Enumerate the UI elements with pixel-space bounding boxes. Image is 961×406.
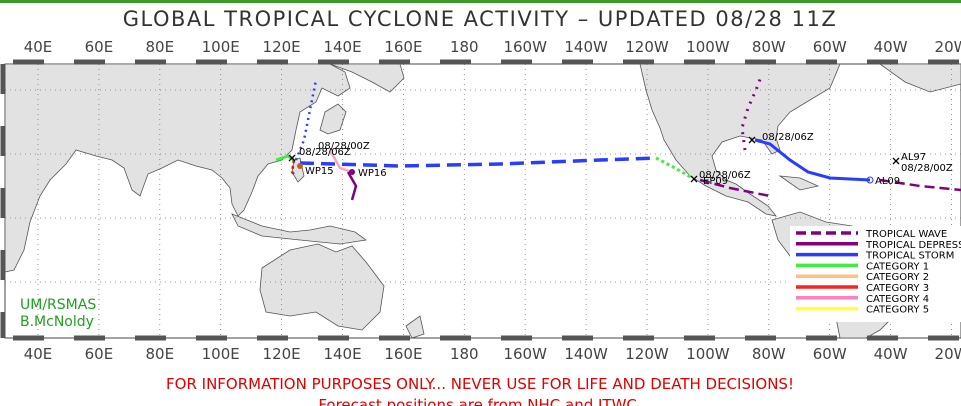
lon-label: 100W [686,345,730,363]
lon-label: 80W [752,38,786,56]
lon-label: 80E [146,345,175,363]
legend-label: CATEGORY 5 [866,305,929,316]
lon-label: 120W [625,38,669,56]
caribbean [778,175,820,191]
credit: UM/RSMAS [20,297,96,313]
north-america [639,63,841,217]
lon-label: 140W [564,345,608,363]
storm-label: WP16 [358,168,387,179]
japan [319,103,347,135]
legend-label: CATEGORY 3 [866,283,929,294]
legend-label: TROPICAL DEPRESSION [865,240,961,251]
australia [259,243,385,331]
legend-label: TROPICAL WAVE [865,229,947,240]
credit: B.McNoldy [20,314,94,330]
longitude-labels: 40E 40E 60E 60E 80E 80E 100E 100E 120E 120E 140E 14… [24,38,961,363]
lon-label: 80E [146,38,175,56]
tracks [275,73,961,201]
storm-label: AL97 [901,152,926,163]
grid [5,64,961,338]
map-area: WP15 WP16 EP09 AL09 AL97 08/28/06Z 08/28… [4,63,961,339]
lon-label: 120E [263,345,301,363]
disclaimer: FOR INFORMATION PURPOSES ONLY... NEVER U… [166,375,794,393]
lon-label: 60E [85,345,114,363]
legend-label: CATEGORY 2 [866,272,929,283]
legend-label: TROPICAL STORM [865,251,954,262]
eurasia-africa [4,63,351,273]
lon-label: 180 [450,38,479,56]
lon-label: 40E [24,345,53,363]
lon-label: 60W [813,38,847,56]
timestamp: 08/28/06Z [762,132,814,143]
timestamp: 08/28/00Z [901,163,953,174]
legend-label: CATEGORY 4 [866,294,929,305]
lon-label: 120W [625,345,669,363]
lon-label: 160W [503,345,547,363]
indonesia [231,213,368,245]
lon-label: 60E [85,38,114,56]
timestamp: 08/28/06Z [699,170,751,181]
timestamp: 08/28/06Z [299,147,351,158]
top-border [0,0,961,3]
lon-label: 40E [24,38,53,56]
lon-label: 20W [935,345,961,363]
lon-label: 140E [323,345,361,363]
legend-box [790,226,961,322]
lon-label: 140E [323,38,361,56]
storm-label: EP09 [703,176,728,187]
lon-label: 60W [813,345,847,363]
title: GLOBAL TROPICAL CYCLONE ACTIVITY – UPDAT… [123,7,837,31]
position-markers [288,136,900,184]
lon-label: 40W [874,38,908,56]
legend-label: CATEGORY 1 [866,261,929,272]
lon-label: 160W [503,38,547,56]
new-zealand [405,315,425,339]
timestamp: 08/28/00Z [318,141,370,152]
lon-label: 80W [752,345,786,363]
disclaimer: Forecast positions are from NHC and JTWC… [318,396,641,406]
lon-label: 180 [450,345,479,363]
lon-label: 100W [686,38,730,56]
lon-label: 20W [935,38,961,56]
storm-label: WP15 [305,166,334,177]
lon-label: 100E [202,38,240,56]
lon-label: 100E [202,345,240,363]
lon-label: 160E [384,38,422,56]
lon-label: 40W [874,345,908,363]
lon-label: 140W [564,38,608,56]
lon-label: 120E [263,38,301,56]
storm-label: AL09 [875,176,900,187]
lon-label: 160E [384,345,422,363]
